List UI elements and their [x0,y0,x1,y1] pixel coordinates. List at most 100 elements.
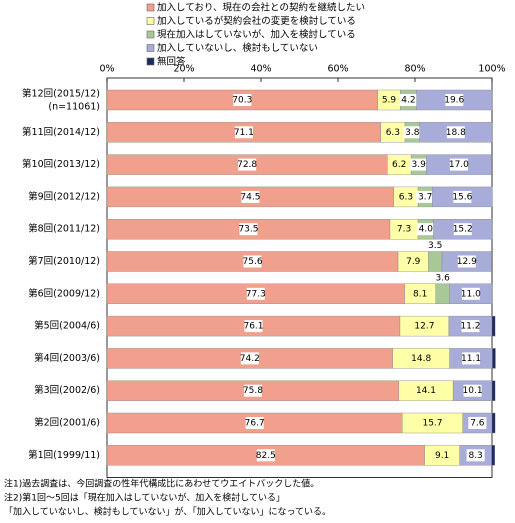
data-label: 71.1 [234,128,254,138]
label-bg [390,158,409,171]
x-tick-label: 80% [404,64,425,75]
bar-segment [428,251,443,272]
x-tick-label: 0% [99,64,114,75]
data-label: 82.5 [256,451,276,461]
data-label: 4.2 [401,96,415,106]
data-label: 12.9 [457,257,477,267]
label-bg [449,158,468,171]
bar-segment [435,283,450,304]
x-tick-label: 20% [173,64,194,75]
y-tick-label: 第4回(2003/6) [34,352,100,364]
bar-segment [491,380,496,401]
data-label: 4.0 [419,225,434,235]
data-label: 75.8 [243,386,263,396]
legend-label: 加入していないし、検討もしていない [157,42,318,54]
data-label: 11.0 [461,289,481,299]
label-bg [240,352,259,365]
label-bg [461,287,480,300]
label-bg [453,223,472,236]
data-label: 14.8 [411,354,431,364]
data-label: 10.1 [463,386,483,396]
data-label: 15.2 [453,225,473,235]
label-bg [238,158,257,171]
label-bg [445,94,464,106]
bar-segment [491,412,496,434]
label-bg [243,384,262,397]
label-bg [462,352,481,365]
label-bg [415,320,434,333]
data-label: 75.6 [243,257,263,267]
data-label: 15.6 [452,192,472,202]
data-label: 76.7 [245,419,265,429]
y-tick-label: 第8回(2011/12) [28,223,100,235]
legend-label: 無回答 [157,56,186,68]
label-bg [446,126,465,139]
label-bg [396,190,415,203]
label-bg [399,94,418,106]
note: 注2)第1回～5回は「現在加入はしていないが、加入を検討している」 [4,492,285,504]
label-bg [395,223,414,236]
label-bg [241,190,260,203]
data-label: 17.0 [449,160,469,170]
data-label: 5.9 [382,96,397,106]
label-bg [245,417,264,429]
data-label: 7.6 [470,419,485,429]
data-label: 74.2 [240,354,260,364]
label-bg [246,287,265,300]
y-tick-label: 第11回(2014/12) [22,126,100,138]
legend-label: 加入しており、現在の会社との契約を継続したい [157,2,365,14]
y-tick-label: 第5回(2004/6) [34,320,100,332]
label-bg [461,320,480,333]
data-label: 8.1 [413,289,427,299]
data-label: 11.2 [460,322,480,332]
label-bg [423,417,442,429]
y-tick-label: 第12回(2015/12) [22,88,100,100]
y-tick-label: 第1回(1999/11) [28,449,100,461]
data-label: 70.3 [232,96,252,106]
y-tick-label: 第7回(2010/12) [28,255,100,267]
bar-segment [492,348,496,369]
legend-label: 現在加入はしていないが、加入を検討している [157,29,356,41]
label-bg [463,384,482,397]
legend-swatch [146,3,155,12]
data-label: 3.5 [428,241,442,251]
data-label: 76.1 [243,322,263,332]
label-bg [234,126,253,139]
label-bg [466,449,485,462]
note: 注1)過去調査は、今回調査の性年代構成比にあわせてウエイトバックした値。 [4,478,319,490]
legend-swatch [146,57,155,66]
x-tick-label: 100% [478,64,505,75]
data-label: 18.8 [446,128,466,138]
y-tick-label: 第10回(2013/12) [22,158,100,170]
data-label: 7.9 [406,257,421,267]
y-tick-label: 第3回(2002/6) [34,384,100,396]
label-bg [239,223,258,236]
data-label: 6.3 [399,192,413,202]
label-bg [409,158,428,171]
label-bg [416,223,435,236]
label-bg [412,352,431,365]
data-label: 19.6 [444,96,464,106]
label-bg [380,94,399,106]
y-tick-label: 第9回(2012/12) [28,190,100,202]
data-label: 12.7 [414,322,434,332]
label-bg [468,417,487,429]
label-bg [416,190,435,203]
legend-swatch [146,17,155,25]
data-label: 3.9 [411,160,426,170]
data-label: 7.3 [397,225,411,235]
bar-segment [491,445,495,466]
legend-swatch [146,30,155,39]
data-label: 3.7 [418,192,432,202]
y-tick-label: 第6回(2009/12) [28,287,100,299]
label-bg [383,126,402,139]
data-label: 6.2 [392,160,406,170]
y-tick-label: 第2回(2001/6) [34,417,100,429]
data-label: 77.3 [246,289,266,299]
x-tick-label: 60% [327,64,348,75]
label-bg [453,190,472,203]
x-tick-label: 40% [250,64,271,75]
label-bg [433,449,452,462]
plot-frame [106,77,493,478]
